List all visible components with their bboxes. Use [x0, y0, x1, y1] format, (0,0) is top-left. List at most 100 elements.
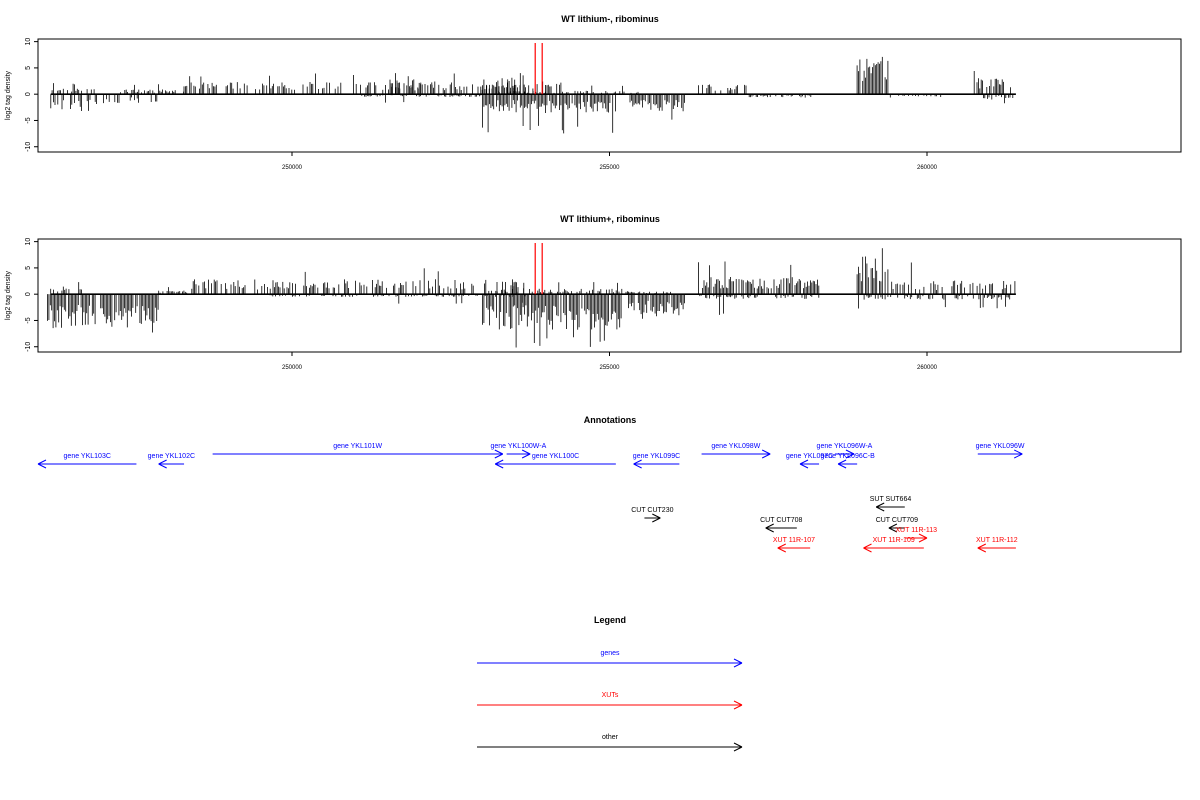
arrow-head — [918, 533, 928, 539]
arrow-head — [652, 513, 661, 519]
arrow-head — [1014, 449, 1023, 455]
arrow-head — [863, 543, 872, 549]
y-axis-label: log2 tag density — [5, 270, 12, 320]
legend-panel: Legend genes XUTs other — [477, 615, 743, 752]
feature-label: gene YKL098W — [711, 443, 760, 450]
annotation-feature: gene YKL101W — [212, 443, 504, 459]
annotation-feature: gene YKL097C — [786, 453, 833, 469]
y-tick-label: 10 — [25, 38, 32, 46]
chart-title: WT lithium-, ribominus — [561, 14, 659, 24]
arrow-head — [494, 463, 504, 469]
y-tick-label: -5 — [25, 117, 32, 123]
arrow-head — [837, 463, 847, 469]
feature-label: CUT CUT230 — [631, 507, 673, 514]
legend-label: other — [602, 734, 619, 741]
x-tick-label: 260000 — [917, 165, 938, 171]
chart-title: WT lithium+, ribominus — [560, 214, 660, 224]
feature-label: gene YKL100C — [532, 453, 579, 460]
y-tick-label: 0 — [25, 292, 32, 296]
feature-label: XUT 11R-107 — [773, 537, 815, 544]
x-tick-label: 260000 — [917, 365, 938, 371]
legend-item: XUTs — [477, 692, 743, 710]
x-tick-label: 250000 — [282, 365, 303, 371]
feature-label: gene YKL096W — [976, 443, 1025, 450]
annotation-feature: XUT 11R-109 — [863, 537, 924, 553]
track-panel-lithium-plus: WT lithium+, ribominus log2 tag density -1… — [5, 214, 1182, 371]
annotation-feature: gene YKL102C — [148, 453, 195, 469]
x-tick-label: 255000 — [599, 365, 620, 371]
arrow-head — [494, 449, 504, 455]
arrow-head — [845, 453, 855, 459]
signal-bars — [50, 56, 1014, 134]
arrow-head — [777, 547, 786, 553]
y-tick-label: -5 — [25, 317, 32, 323]
arrow-head — [37, 463, 47, 469]
feature-label: CUT CUT708 — [760, 517, 802, 524]
y-axis-label: log2 tag density — [5, 70, 12, 120]
annotation-feature: gene YKL100W-A — [490, 443, 547, 459]
arrow-head — [977, 547, 987, 553]
arrow-head — [733, 662, 743, 668]
arrow-head — [977, 543, 987, 549]
arrow-head — [799, 463, 809, 469]
annotation-feature: SUT SUT664 — [870, 496, 911, 512]
arrow-head — [633, 459, 642, 465]
arrow-head — [761, 449, 771, 455]
arrow-head — [652, 517, 661, 523]
arrow-head — [733, 700, 743, 706]
annotation-feature: CUT CUT708 — [760, 517, 803, 533]
annotation-feature: gene YKL100C — [494, 453, 616, 469]
arrow-head — [875, 506, 885, 512]
y-tick-label: -10 — [25, 342, 32, 352]
arrow-head — [799, 459, 809, 465]
arrow-head — [863, 547, 872, 553]
arrow-head — [918, 537, 928, 543]
arrow-head — [733, 658, 743, 664]
arrow-head — [837, 459, 847, 465]
arrow-head — [1014, 453, 1023, 459]
arrow-head — [733, 704, 743, 710]
annotations-title: Annotations — [584, 415, 637, 425]
feature-label: XUT 11R-112 — [976, 537, 1018, 544]
annotations-panel: Annotations gene YKL103C gene YKL102C gene … — [37, 415, 1025, 553]
feature-label: gene YKL100W-A — [490, 443, 546, 450]
feature-label: gene YKL101W — [333, 443, 382, 450]
arrow-head — [777, 543, 786, 549]
feature-label: gene YKL103C — [64, 453, 111, 460]
arrow-head — [888, 523, 898, 529]
feature-label: gene YKL099C — [633, 453, 680, 460]
x-tick-label: 250000 — [282, 165, 303, 171]
arrow-head — [494, 453, 504, 459]
legend-label: XUTs — [602, 692, 619, 699]
arrow-head — [158, 459, 167, 465]
arrow-head — [765, 527, 774, 533]
annotation-feature: XUT 11R-113 — [895, 527, 937, 543]
feature-label: gene YKL096C-B — [820, 453, 875, 460]
arrow-head — [158, 463, 167, 469]
annotation-feature: XUT 11R-107 — [773, 537, 815, 553]
arrow-head — [37, 459, 47, 465]
y-tick-label: 0 — [25, 92, 32, 96]
arrow-head — [765, 523, 774, 529]
arrow-head — [888, 527, 898, 533]
annotation-feature: gene YKL103C — [37, 453, 137, 469]
arrow-head — [875, 502, 885, 508]
arrow-head — [521, 453, 531, 459]
y-tick-label: 5 — [25, 266, 32, 270]
annotation-feature: gene YKL098W — [701, 443, 771, 459]
feature-label: XUT 11R-109 — [873, 537, 915, 544]
x-tick-label: 255000 — [599, 165, 620, 171]
y-tick-label: -10 — [25, 142, 32, 152]
arrow-head — [761, 453, 771, 459]
feature-label: gene YKL097C — [786, 453, 833, 460]
arrow-head — [633, 463, 642, 469]
annotation-feature: gene YKL096W-A — [817, 443, 873, 459]
annotation-feature: CUT CUT709 — [876, 517, 918, 533]
feature-label: XUT 11R-113 — [895, 527, 937, 534]
annotation-feature: gene YKL099C — [633, 453, 680, 469]
arrow-head — [733, 742, 743, 748]
annotation-feature: CUT CUT230 — [631, 507, 674, 523]
legend-title: Legend — [594, 615, 626, 625]
arrow-head — [494, 459, 504, 465]
